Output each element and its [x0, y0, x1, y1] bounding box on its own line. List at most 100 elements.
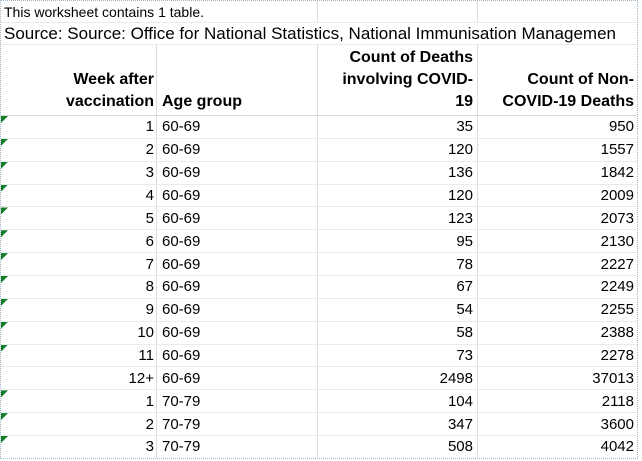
cell-covid-deaths[interactable]: 120	[318, 184, 478, 207]
error-flag-icon	[1, 321, 8, 329]
non-covid-deaths-value: 2249	[600, 278, 634, 296]
error-flag-icon	[1, 344, 8, 352]
cell-covid-deaths[interactable]: 73	[318, 344, 478, 367]
cell-covid-deaths[interactable]: 120	[318, 138, 478, 161]
banner-source-row: Source: Source: Office for National Stat…	[1, 23, 637, 45]
cell-non-covid-deaths[interactable]: 37013	[478, 367, 637, 389]
source-cell[interactable]: Source: Source: Office for National Stat…	[4, 23, 616, 43]
table-row: 8 60-69 67 2249	[1, 276, 637, 299]
cell-week[interactable]: 12+	[1, 367, 157, 390]
cell-week[interactable]: 11	[1, 344, 157, 367]
cell-non-covid-deaths[interactable]: 2278	[478, 345, 637, 367]
header-week-after-vaccination[interactable]: Week after vaccination	[1, 45, 157, 115]
cell-non-covid-deaths[interactable]: 2255	[478, 299, 637, 321]
cell-non-covid-deaths[interactable]: 2130	[478, 230, 637, 252]
non-covid-deaths-value: 2130	[600, 232, 634, 250]
cell-age-group[interactable]: 60-69	[157, 253, 318, 276]
cell-age-group[interactable]: 70-79	[157, 436, 318, 458]
cell-covid-deaths[interactable]: 347	[318, 413, 478, 436]
cell-week[interactable]: 4	[1, 184, 157, 207]
cell-covid-deaths[interactable]: 58	[318, 321, 478, 344]
cell-week[interactable]: 2	[1, 138, 157, 161]
cell-age-group[interactable]: 60-69	[157, 298, 318, 321]
age-group-value: 70-79	[162, 415, 201, 433]
age-group-value: 70-79	[162, 438, 201, 456]
cell-age-group[interactable]: 70-79	[157, 413, 318, 436]
cell-non-covid-deaths[interactable]: 3600	[478, 413, 637, 435]
cell-week[interactable]: 6	[1, 230, 157, 253]
banner-note-row: This worksheet contains 1 table.	[1, 1, 637, 23]
age-group-value: 60-69	[162, 187, 201, 204]
week-value: 5	[145, 209, 154, 227]
cell-non-covid-deaths[interactable]: 2009	[478, 185, 637, 207]
cell-week[interactable]: 10	[1, 321, 157, 344]
cell-covid-deaths[interactable]: 35	[318, 116, 478, 138]
empty-cell[interactable]	[478, 1, 637, 22]
table-row: 1 60-69 35 950	[1, 116, 637, 139]
cell-week[interactable]: 2	[1, 413, 157, 436]
cell-non-covid-deaths[interactable]: 2249	[478, 276, 637, 298]
age-group-value: 60-69	[162, 118, 201, 136]
cell-age-group[interactable]: 60-69	[157, 184, 318, 207]
cell-week[interactable]: 8	[1, 276, 157, 298]
cell-age-group[interactable]: 70-79	[157, 390, 318, 413]
non-covid-deaths-value: 1842	[600, 164, 634, 182]
age-group-value: 60-69	[162, 141, 201, 159]
cell-non-covid-deaths[interactable]: 950	[478, 116, 637, 138]
age-group-value: 60-69	[162, 209, 201, 227]
cell-non-covid-deaths[interactable]: 1842	[478, 162, 637, 184]
cell-covid-deaths[interactable]: 136	[318, 161, 478, 184]
error-flag-icon	[1, 138, 8, 146]
cell-covid-deaths[interactable]: 123	[318, 207, 478, 230]
note-cell[interactable]: This worksheet contains 1 table.	[1, 1, 318, 22]
cell-covid-deaths[interactable]: 104	[318, 390, 478, 413]
week-value: 1	[145, 392, 154, 410]
cell-age-group[interactable]: 60-69	[157, 138, 318, 161]
covid-deaths-value: 73	[456, 347, 473, 365]
header-age-group[interactable]: Age group	[157, 45, 318, 115]
cell-non-covid-deaths[interactable]: 2388	[478, 322, 637, 344]
table-row: 5 60-69 123 2073	[1, 207, 637, 231]
cell-covid-deaths[interactable]: 508	[318, 436, 478, 458]
cell-week[interactable]: 3	[1, 161, 157, 184]
table-row: 10 60-69 58 2388	[1, 321, 637, 345]
cell-week[interactable]: 1	[1, 390, 157, 413]
age-group-value: 60-69	[162, 324, 201, 342]
age-group-value: 60-69	[162, 164, 201, 182]
cell-non-covid-deaths[interactable]: 2227	[478, 253, 637, 275]
cell-week[interactable]: 7	[1, 253, 157, 276]
cell-age-group[interactable]: 60-69	[157, 207, 318, 230]
cell-covid-deaths[interactable]: 2498	[318, 367, 478, 390]
non-covid-deaths-value: 2278	[600, 347, 634, 365]
non-covid-deaths-value: 2118	[601, 392, 634, 410]
cell-week[interactable]: 9	[1, 298, 157, 321]
table-header-row: Week after vaccination Age group Count o…	[1, 45, 637, 116]
cell-age-group[interactable]: 60-69	[157, 116, 318, 138]
non-covid-deaths-value: 950	[608, 118, 634, 136]
cell-age-group[interactable]: 60-69	[157, 230, 318, 253]
cell-covid-deaths[interactable]: 54	[318, 298, 478, 321]
cell-non-covid-deaths[interactable]: 2073	[478, 207, 637, 229]
covid-deaths-value: 120	[447, 187, 473, 204]
cell-covid-deaths[interactable]: 78	[318, 253, 478, 276]
empty-cell[interactable]	[318, 1, 478, 22]
cell-non-covid-deaths[interactable]: 1557	[478, 139, 637, 161]
header-covid-deaths[interactable]: Count of Deaths involving COVID- 19	[318, 45, 478, 115]
cell-age-group[interactable]: 60-69	[157, 276, 318, 298]
cell-age-group[interactable]: 60-69	[157, 367, 318, 390]
error-flag-icon	[1, 116, 8, 123]
cell-age-group[interactable]: 60-69	[157, 161, 318, 184]
cell-week[interactable]: 3	[1, 436, 157, 458]
cell-covid-deaths[interactable]: 95	[318, 230, 478, 253]
header-non-covid-deaths[interactable]: Count of Non- COVID-19 Deaths	[502, 71, 634, 110]
cell-week[interactable]: 1	[1, 116, 157, 138]
cell-non-covid-deaths[interactable]: 2118	[478, 390, 637, 412]
cell-week[interactable]: 5	[1, 207, 157, 230]
week-value: 11	[138, 347, 154, 365]
cell-covid-deaths[interactable]: 67	[318, 276, 478, 298]
cell-age-group[interactable]: 60-69	[157, 321, 318, 344]
cell-age-group[interactable]: 60-69	[157, 344, 318, 367]
cell-non-covid-deaths[interactable]: 4042	[478, 436, 637, 458]
week-value: 4	[145, 187, 154, 204]
